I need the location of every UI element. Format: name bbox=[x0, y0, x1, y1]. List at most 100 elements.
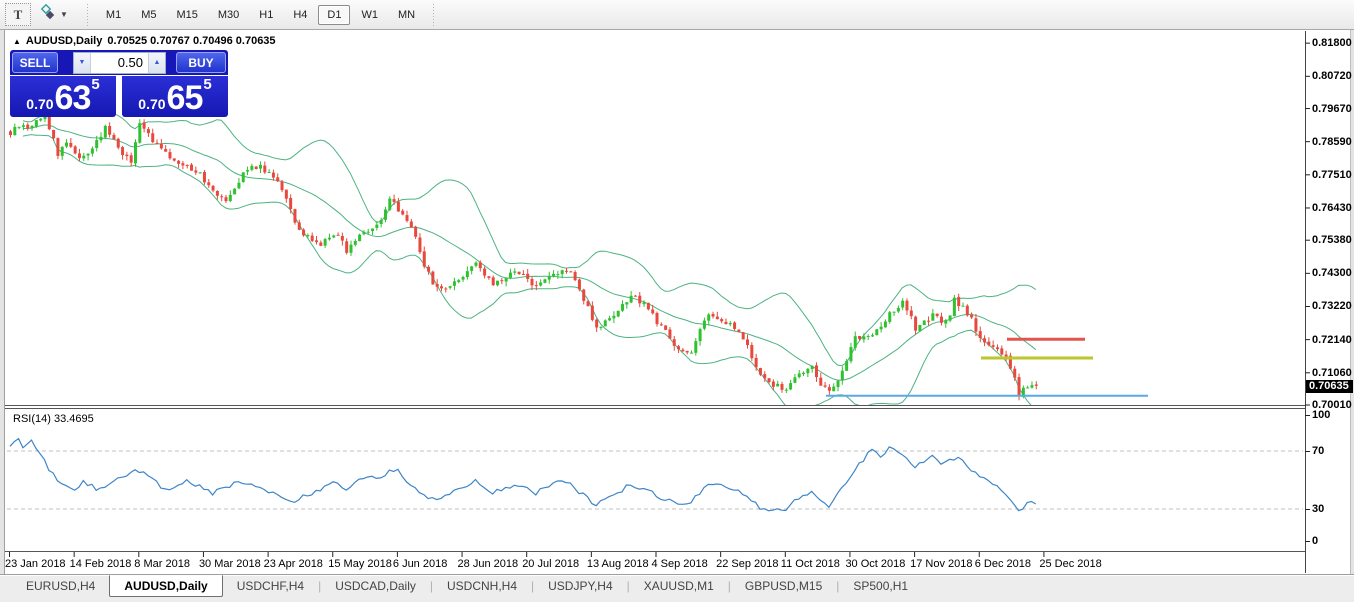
date-axis-label: 28 Jun 2018 bbox=[457, 558, 519, 570]
timeframe-button-W1[interactable]: W1 bbox=[361, 8, 378, 21]
rsi-axis-label: 70 bbox=[1312, 445, 1325, 457]
candlestick-series bbox=[9, 113, 1038, 401]
bollinger-bands bbox=[22, 108, 1037, 405]
caret-down-icon: ▼ bbox=[78, 59, 86, 66]
chevron-down-icon: ▼ bbox=[60, 10, 68, 19]
date-axis-label: 23 Jan 2018 bbox=[5, 558, 66, 570]
date-axis-label: 8 Mar 2018 bbox=[134, 558, 190, 570]
price-axis-label: 0.81800 bbox=[1312, 37, 1352, 50]
date-axis-label: 6 Jun 2018 bbox=[392, 558, 448, 570]
text-tool-button[interactable]: T bbox=[5, 3, 31, 26]
timeframe-button-M30[interactable]: M30 bbox=[217, 8, 240, 21]
price-axis-label: 0.80720 bbox=[1312, 70, 1352, 83]
bid-price-prefix: 0.70 bbox=[26, 96, 54, 112]
price-axis-label: 0.75380 bbox=[1312, 234, 1352, 247]
tab-separator: | bbox=[836, 579, 840, 593]
collapse-triangle-icon: ▲ bbox=[13, 36, 21, 46]
one-click-trading-widget: SELL ▼ ▲ BUY 0.70 63 5 0.70 65 5 bbox=[10, 50, 228, 117]
chart-ohlc-title: ▲ AUDUSD,Daily 0.70525 0.70767 0.70496 0… bbox=[13, 35, 276, 47]
date-axis-label: 20 Jul 2018 bbox=[522, 558, 580, 570]
date-axis-label: 13 Aug 2018 bbox=[586, 558, 649, 570]
chart-tab-AUDUSD-Daily[interactable]: AUDUSD,Daily bbox=[109, 575, 223, 597]
bid-quote-panel[interactable]: 0.70 63 5 bbox=[10, 76, 116, 117]
chart-tab-USDCNH-H4[interactable]: USDCNH,H4 bbox=[447, 579, 518, 593]
ask-quote-panel[interactable]: 0.70 65 5 bbox=[122, 76, 228, 117]
date-axis-label: 6 Dec 2018 bbox=[974, 558, 1032, 570]
chart-tab-GBPUSD-M15[interactable]: GBPUSD,M15 bbox=[744, 579, 823, 593]
trade-widget-bar: SELL ▼ ▲ BUY bbox=[10, 50, 228, 75]
date-axis-label: 11 Oct 2018 bbox=[780, 558, 840, 570]
chart-symbol-label: AUDUSD,Daily bbox=[25, 35, 103, 47]
timeframe-button-H1[interactable]: H1 bbox=[259, 8, 274, 21]
rsi-line bbox=[9, 437, 1037, 512]
date-axis-label: 17 Nov 2018 bbox=[910, 558, 973, 570]
bid-price-big-digits: 63 bbox=[54, 79, 92, 117]
chart-tab-XAUUSD-M1[interactable]: XAUUSD,M1 bbox=[643, 579, 714, 593]
buy-button[interactable]: BUY bbox=[176, 52, 226, 73]
tab-separator: | bbox=[626, 579, 630, 593]
trade-widget-quotes: 0.70 63 5 0.70 65 5 bbox=[10, 76, 228, 117]
chart-tab-USDJPY-H4[interactable]: USDJPY,H4 bbox=[548, 579, 613, 593]
price-axis-label: 0.70010 bbox=[1312, 399, 1352, 411]
text-tool-icon: T bbox=[13, 6, 23, 22]
ask-price-big-digits: 65 bbox=[166, 79, 204, 117]
toolbar-separator bbox=[84, 3, 90, 26]
chart-tab-USDCHF-H4[interactable]: USDCHF,H4 bbox=[236, 579, 305, 593]
window-left-frame bbox=[0, 30, 5, 574]
caret-up-icon: ▲ bbox=[153, 59, 161, 66]
window-right-frame bbox=[1350, 30, 1354, 574]
timeframe-button-group: M1 M5 M15 M30 H1 H4 D1 W1 MN bbox=[96, 4, 425, 25]
current-price-tag: 0.70635 bbox=[1306, 379, 1353, 393]
timeframe-button-MN[interactable]: MN bbox=[397, 8, 416, 21]
rsi-axis-label: 0 bbox=[1312, 535, 1319, 547]
ask-price-pipette: 5 bbox=[203, 76, 212, 93]
chart-canvas-background bbox=[0, 30, 1354, 574]
timeframe-button-M15[interactable]: M15 bbox=[176, 8, 198, 21]
price-axis-label: 0.78590 bbox=[1312, 135, 1352, 148]
date-axis-label: 30 Oct 2018 bbox=[845, 558, 906, 570]
timeframe-button-D1[interactable]: D1 bbox=[318, 4, 351, 25]
price-axis-label: 0.73220 bbox=[1312, 300, 1352, 313]
timeframe-button-M1[interactable]: M1 bbox=[105, 8, 122, 21]
ask-price-prefix: 0.70 bbox=[138, 96, 166, 112]
volume-decrease-button[interactable]: ▼ bbox=[74, 52, 91, 73]
sell-button-label: SELL bbox=[19, 55, 51, 70]
date-axis-label: 30 Mar 2018 bbox=[198, 558, 261, 570]
price-axis-label: 0.77510 bbox=[1312, 168, 1352, 181]
price-axis-label: 0.76430 bbox=[1312, 201, 1352, 214]
volume-stepper: ▼ ▲ bbox=[73, 51, 166, 74]
arrows-tool-button[interactable]: ▼ bbox=[37, 2, 71, 27]
top-toolbar: T ▼ M1 M5 M15 M30 H1 H4 D1 W1 MN bbox=[0, 0, 1354, 30]
date-axis-label: 4 Sep 2018 bbox=[651, 558, 708, 570]
date-axis-label: 25 Dec 2018 bbox=[1039, 558, 1102, 570]
tab-separator: | bbox=[531, 579, 535, 593]
date-axis-label: 14 Feb 2018 bbox=[69, 558, 132, 570]
volume-increase-button[interactable]: ▲ bbox=[148, 52, 165, 73]
price-axis-label: 0.79670 bbox=[1312, 102, 1352, 115]
timeframe-button-M5[interactable]: M5 bbox=[141, 8, 157, 21]
chart-tab-EURUSD-H4[interactable]: EURUSD,H4 bbox=[26, 579, 96, 593]
chart-ohlc-values: 0.70525 0.70767 0.70496 0.70635 bbox=[107, 35, 276, 47]
price-axis-label: 0.72140 bbox=[1312, 333, 1352, 346]
buy-button-label: BUY bbox=[188, 55, 214, 70]
sell-button[interactable]: SELL bbox=[12, 52, 58, 73]
rsi-indicator-label: RSI(14) 33.4695 bbox=[13, 413, 94, 425]
rsi-axis-label: 30 bbox=[1312, 503, 1325, 515]
date-axis-label: 23 Apr 2018 bbox=[263, 558, 323, 570]
tab-separator: | bbox=[318, 579, 322, 593]
date-axis-label: 22 Sep 2018 bbox=[716, 558, 779, 570]
rsi-axis-label: 100 bbox=[1312, 409, 1331, 421]
tab-separator: | bbox=[727, 579, 731, 593]
chart-tab-bar: EURUSD,H4 AUDUSD,Daily USDCHF,H4 | USDCAD,Da… bbox=[0, 574, 1354, 602]
volume-input[interactable] bbox=[91, 52, 148, 73]
arrows-icon bbox=[40, 3, 56, 25]
chart-tab-USDCAD-Daily[interactable]: USDCAD,Daily bbox=[335, 579, 416, 593]
toolbar-separator bbox=[431, 3, 437, 26]
bid-price-pipette: 5 bbox=[91, 76, 100, 93]
date-axis-label: 15 May 2018 bbox=[328, 558, 392, 570]
price-axis-label: 0.71060 bbox=[1312, 366, 1352, 379]
timeframe-button-H4[interactable]: H4 bbox=[293, 8, 308, 21]
chart-tab-SP500-H1[interactable]: SP500,H1 bbox=[853, 579, 909, 593]
